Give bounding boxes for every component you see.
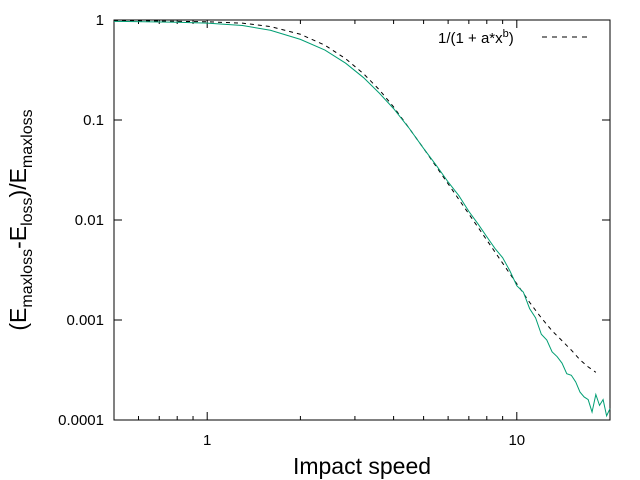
legend-label-main: 1/(1 + a*x xyxy=(438,30,503,47)
y-tick-label: 0.0001 xyxy=(58,412,104,429)
y-axis-title-mid1: -E xyxy=(5,226,31,249)
y-tick-label: 0.001 xyxy=(66,312,104,329)
series-data-line xyxy=(113,20,611,418)
y-tick-label: 1 xyxy=(96,12,104,29)
legend-label-sup: b xyxy=(503,28,509,40)
legend: 1/(1 + a*xb) xyxy=(438,28,588,47)
legend-label: 1/(1 + a*xb) xyxy=(438,28,514,47)
y-tick-label: 0.01 xyxy=(75,212,104,229)
y-axis-title-sub1: maxloss xyxy=(19,249,36,308)
y-tick-label: 0.1 xyxy=(83,112,104,129)
x-tick-label: 1 xyxy=(203,432,211,449)
y-axis-title-mid2: )/E xyxy=(5,168,31,197)
series-fit-dashed-line xyxy=(113,19,597,373)
plot-frame xyxy=(113,19,611,421)
tick-labels: 1 10 1 0.1 0.01 0.001 0.0001 xyxy=(58,12,525,449)
legend-label-end: ) xyxy=(509,30,514,47)
y-axis-title-open: (E xyxy=(5,308,31,331)
x-axis-title: Impact speed xyxy=(293,453,431,479)
x-tick-label: 10 xyxy=(508,432,525,449)
tick-marks xyxy=(113,19,611,421)
y-axis-title-sub2: loss xyxy=(19,197,36,225)
y-axis-title: (Emaxloss-Eloss)/Emaxloss xyxy=(5,109,36,330)
series-layer xyxy=(113,19,611,418)
y-axis-title-sub3: maxloss xyxy=(19,109,36,168)
